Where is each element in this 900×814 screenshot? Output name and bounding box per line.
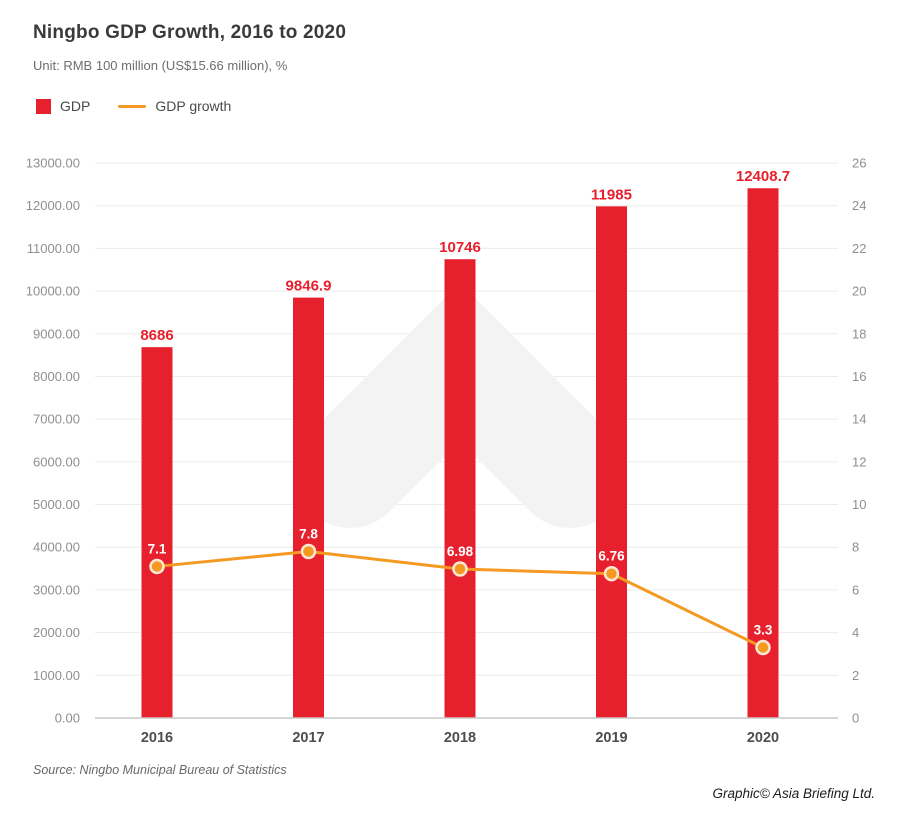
gdp-bar-2019 bbox=[596, 206, 627, 718]
gdp-bar-swatch-icon bbox=[36, 98, 51, 114]
gdp-bar-2017 bbox=[293, 297, 324, 718]
gdp-bar-2018 bbox=[444, 259, 476, 718]
left-axis-tick: 12000.00 bbox=[26, 198, 80, 213]
point-value-label: 6.76 bbox=[598, 549, 625, 564]
x-axis-label-2018: 2018 bbox=[444, 730, 476, 746]
gdp-growth-point-2020 bbox=[755, 639, 771, 656]
x-axis-label-2016: 2016 bbox=[141, 730, 173, 746]
right-axis-tick: 6 bbox=[852, 582, 859, 597]
plot-area: 8686 9846.9 10746 11985 12408.7 2016 2017 2018 2… bbox=[95, 168, 838, 746]
x-axis-label-2019: 2019 bbox=[595, 730, 627, 746]
right-axis-tick: 26 bbox=[852, 156, 866, 171]
left-axis-tick: 1000.00 bbox=[33, 668, 80, 683]
credit-note: Graphic© Asia Briefing Ltd. bbox=[712, 786, 875, 801]
gdp-growth-point-2017 bbox=[300, 543, 317, 560]
left-axis-tick: 11000.00 bbox=[27, 241, 80, 256]
gdp-growth-point-2019 bbox=[603, 565, 620, 582]
gdp-bar-2016 bbox=[141, 347, 173, 718]
source-note: Source: Ningbo Municipal Bureau of Stati… bbox=[33, 763, 287, 777]
right-axis-tick: 4 bbox=[852, 625, 859, 640]
point-value-label: 6.98 bbox=[447, 544, 474, 559]
legend-label-gdp-growth: GDP growth bbox=[155, 98, 232, 114]
gdp-growth-point-2018 bbox=[452, 561, 468, 577]
left-axis-tick: 2000.00 bbox=[33, 625, 80, 640]
legend-label-gdp: GDP bbox=[60, 98, 91, 114]
bar-value-label: 11985 bbox=[591, 186, 632, 203]
left-axis-tick: 9000.00 bbox=[33, 326, 80, 341]
legend: GDP GDP growth bbox=[36, 98, 231, 114]
right-axis-tick: 22 bbox=[852, 241, 866, 256]
left-axis-tick: 10000.00 bbox=[26, 284, 80, 299]
right-axis-tick: 24 bbox=[852, 198, 866, 213]
left-axis-tick: 13000.00 bbox=[26, 156, 80, 171]
point-value-label: 3.3 bbox=[754, 623, 773, 638]
x-axis-label-2017: 2017 bbox=[292, 730, 324, 746]
left-axis-tick: 8000.00 bbox=[33, 369, 80, 384]
left-axis-tick: 4000.00 bbox=[33, 540, 80, 555]
left-axis-tick: 0.00 bbox=[55, 711, 80, 726]
left-axis-tick: 6000.00 bbox=[33, 454, 80, 469]
chart-subtitle: Unit: RMB 100 million (US$15.66 million)… bbox=[33, 58, 288, 73]
left-axis-tick: 5000.00 bbox=[33, 497, 80, 512]
right-axis-tick: 14 bbox=[852, 412, 866, 427]
point-value-label: 7.1 bbox=[148, 541, 167, 556]
right-axis-tick: 8 bbox=[852, 540, 859, 555]
chart-title: Ningbo GDP Growth, 2016 to 2020 bbox=[33, 22, 347, 43]
x-axis-label-2020: 2020 bbox=[747, 730, 779, 746]
gdp-bar-2020 bbox=[747, 188, 779, 718]
gdp-growth-point-2016 bbox=[149, 558, 165, 575]
gdp-growth-line-swatch-icon bbox=[118, 104, 147, 108]
right-axis-tick: 16 bbox=[852, 369, 866, 384]
bar-value-label: 10746 bbox=[439, 239, 481, 256]
right-axis-tick: 12 bbox=[852, 454, 866, 469]
right-axis-tick: 18 bbox=[852, 326, 866, 341]
left-axis-tick: 3000.00 bbox=[33, 582, 80, 597]
bar-value-label: 9846.9 bbox=[286, 278, 332, 295]
right-axis-tick: 20 bbox=[852, 284, 866, 299]
right-axis-tick: 2 bbox=[852, 668, 859, 683]
bar-value-label: 12408.7 bbox=[736, 168, 790, 185]
point-value-label: 7.8 bbox=[299, 527, 318, 542]
left-axis-tick: 7000.00 bbox=[33, 412, 80, 427]
bar-value-label: 8686 bbox=[140, 327, 173, 344]
right-axis-tick: 0 bbox=[852, 711, 859, 726]
right-axis-tick: 10 bbox=[852, 497, 866, 512]
